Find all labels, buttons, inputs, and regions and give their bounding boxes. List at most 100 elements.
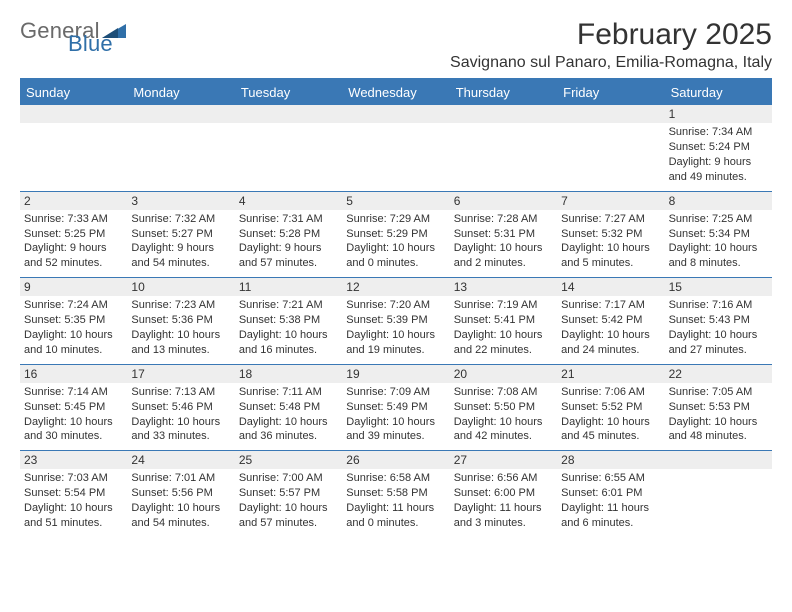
- day-number: 7: [557, 192, 664, 210]
- sunrise-line: Sunrise: 7:09 AM: [346, 385, 445, 400]
- daylight-line: Daylight: 10 hours and 2 minutes.: [454, 241, 553, 271]
- day-cell: 12Sunrise: 7:20 AMSunset: 5:39 PMDayligh…: [342, 278, 449, 364]
- sunrise-line: Sunrise: 6:56 AM: [454, 471, 553, 486]
- day-cell: 11Sunrise: 7:21 AMSunset: 5:38 PMDayligh…: [235, 278, 342, 364]
- daylight-line: Daylight: 10 hours and 10 minutes.: [24, 328, 123, 358]
- sunrise-line: Sunrise: 7:01 AM: [131, 471, 230, 486]
- sunrise-line: Sunrise: 7:25 AM: [669, 212, 768, 227]
- sunrise-line: Sunrise: 7:34 AM: [669, 125, 768, 140]
- day-number: 10: [127, 278, 234, 296]
- day-cell: 28Sunrise: 6:55 AMSunset: 6:01 PMDayligh…: [557, 451, 664, 537]
- day-number: 9: [20, 278, 127, 296]
- week-row: 23Sunrise: 7:03 AMSunset: 5:54 PMDayligh…: [20, 450, 772, 537]
- sunset-line: Sunset: 5:32 PM: [561, 227, 660, 242]
- calendar-grid: SundayMondayTuesdayWednesdayThursdayFrid…: [20, 80, 772, 537]
- day-number: [235, 105, 342, 123]
- daylight-line: Daylight: 11 hours and 6 minutes.: [561, 501, 660, 531]
- sunrise-line: Sunrise: 7:03 AM: [24, 471, 123, 486]
- day-number: 22: [665, 365, 772, 383]
- day-number: 13: [450, 278, 557, 296]
- day-cell: 22Sunrise: 7:05 AMSunset: 5:53 PMDayligh…: [665, 365, 772, 451]
- sunset-line: Sunset: 5:58 PM: [346, 486, 445, 501]
- daylight-line: Daylight: 10 hours and 57 minutes.: [239, 501, 338, 531]
- day-number: [342, 105, 449, 123]
- weekday-header-cell: Saturday: [665, 80, 772, 105]
- sunrise-line: Sunrise: 7:31 AM: [239, 212, 338, 227]
- day-cell: 18Sunrise: 7:11 AMSunset: 5:48 PMDayligh…: [235, 365, 342, 451]
- day-number: 5: [342, 192, 449, 210]
- sunset-line: Sunset: 5:54 PM: [24, 486, 123, 501]
- sunset-line: Sunset: 6:00 PM: [454, 486, 553, 501]
- weekday-header-cell: Thursday: [450, 80, 557, 105]
- sunset-line: Sunset: 5:27 PM: [131, 227, 230, 242]
- sunrise-line: Sunrise: 7:23 AM: [131, 298, 230, 313]
- day-cell: 16Sunrise: 7:14 AMSunset: 5:45 PMDayligh…: [20, 365, 127, 451]
- daylight-line: Daylight: 10 hours and 19 minutes.: [346, 328, 445, 358]
- sunset-line: Sunset: 5:41 PM: [454, 313, 553, 328]
- daylight-line: Daylight: 9 hours and 49 minutes.: [669, 155, 768, 185]
- sunrise-line: Sunrise: 7:24 AM: [24, 298, 123, 313]
- sunset-line: Sunset: 5:35 PM: [24, 313, 123, 328]
- daylight-line: Daylight: 10 hours and 30 minutes.: [24, 415, 123, 445]
- sunset-line: Sunset: 5:57 PM: [239, 486, 338, 501]
- day-number: 2: [20, 192, 127, 210]
- sunset-line: Sunset: 5:52 PM: [561, 400, 660, 415]
- day-number: [450, 105, 557, 123]
- day-cell: 19Sunrise: 7:09 AMSunset: 5:49 PMDayligh…: [342, 365, 449, 451]
- daylight-line: Daylight: 10 hours and 54 minutes.: [131, 501, 230, 531]
- sunset-line: Sunset: 5:31 PM: [454, 227, 553, 242]
- day-cell: 24Sunrise: 7:01 AMSunset: 5:56 PMDayligh…: [127, 451, 234, 537]
- day-number: 19: [342, 365, 449, 383]
- sunrise-line: Sunrise: 7:05 AM: [669, 385, 768, 400]
- weekday-header-cell: Tuesday: [235, 80, 342, 105]
- daylight-line: Daylight: 10 hours and 27 minutes.: [669, 328, 768, 358]
- sunset-line: Sunset: 5:48 PM: [239, 400, 338, 415]
- daylight-line: Daylight: 10 hours and 13 minutes.: [131, 328, 230, 358]
- sunset-line: Sunset: 6:01 PM: [561, 486, 660, 501]
- daylight-line: Daylight: 10 hours and 8 minutes.: [669, 241, 768, 271]
- day-number: 18: [235, 365, 342, 383]
- sunrise-line: Sunrise: 7:33 AM: [24, 212, 123, 227]
- sunset-line: Sunset: 5:46 PM: [131, 400, 230, 415]
- sunset-line: Sunset: 5:25 PM: [24, 227, 123, 242]
- daylight-line: Daylight: 9 hours and 57 minutes.: [239, 241, 338, 271]
- day-number: 3: [127, 192, 234, 210]
- weekday-header-cell: Wednesday: [342, 80, 449, 105]
- daylight-line: Daylight: 10 hours and 36 minutes.: [239, 415, 338, 445]
- sunset-line: Sunset: 5:42 PM: [561, 313, 660, 328]
- week-row: 9Sunrise: 7:24 AMSunset: 5:35 PMDaylight…: [20, 277, 772, 364]
- daylight-line: Daylight: 10 hours and 5 minutes.: [561, 241, 660, 271]
- daylight-line: Daylight: 11 hours and 3 minutes.: [454, 501, 553, 531]
- day-number: 20: [450, 365, 557, 383]
- title-block: February 2025 Savignano sul Panaro, Emil…: [450, 18, 772, 72]
- sunset-line: Sunset: 5:24 PM: [669, 140, 768, 155]
- day-number: [20, 105, 127, 123]
- logo: General Blue: [20, 22, 126, 53]
- day-cell: 21Sunrise: 7:06 AMSunset: 5:52 PMDayligh…: [557, 365, 664, 451]
- day-cell: 7 Sunrise: 7:27 AMSunset: 5:32 PMDaylight…: [557, 192, 664, 278]
- sunrise-line: Sunrise: 7:29 AM: [346, 212, 445, 227]
- logo-text-blue: Blue: [68, 35, 126, 54]
- day-cell: 14Sunrise: 7:17 AMSunset: 5:42 PMDayligh…: [557, 278, 664, 364]
- day-cell: [450, 105, 557, 191]
- sunrise-line: Sunrise: 7:32 AM: [131, 212, 230, 227]
- day-cell: 8Sunrise: 7:25 AMSunset: 5:34 PMDaylight…: [665, 192, 772, 278]
- day-number: 28: [557, 451, 664, 469]
- sunrise-line: Sunrise: 7:13 AM: [131, 385, 230, 400]
- day-number: [127, 105, 234, 123]
- sunrise-line: Sunrise: 7:27 AM: [561, 212, 660, 227]
- daylight-line: Daylight: 10 hours and 0 minutes.: [346, 241, 445, 271]
- weekday-header-cell: Monday: [127, 80, 234, 105]
- day-cell: 10Sunrise: 7:23 AMSunset: 5:36 PMDayligh…: [127, 278, 234, 364]
- day-cell: [235, 105, 342, 191]
- day-number: 26: [342, 451, 449, 469]
- location-subtitle: Savignano sul Panaro, Emilia-Romagna, It…: [450, 54, 772, 72]
- day-cell: 3Sunrise: 7:32 AMSunset: 5:27 PMDaylight…: [127, 192, 234, 278]
- sunrise-line: Sunrise: 7:06 AM: [561, 385, 660, 400]
- daylight-line: Daylight: 10 hours and 42 minutes.: [454, 415, 553, 445]
- sunset-line: Sunset: 5:56 PM: [131, 486, 230, 501]
- day-cell: 6Sunrise: 7:28 AMSunset: 5:31 PMDaylight…: [450, 192, 557, 278]
- logo-text-wrap: General Blue: [20, 22, 126, 53]
- day-cell: [665, 451, 772, 537]
- day-cell: [342, 105, 449, 191]
